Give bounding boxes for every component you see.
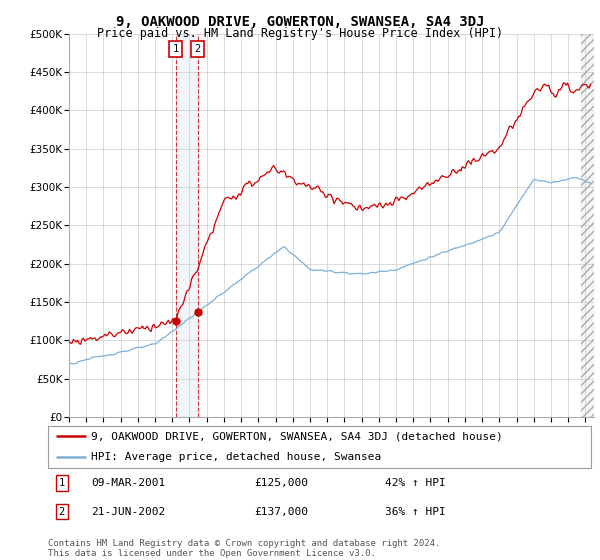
FancyBboxPatch shape [48,426,591,468]
Text: Price paid vs. HM Land Registry's House Price Index (HPI): Price paid vs. HM Land Registry's House … [97,27,503,40]
Bar [581,34,594,417]
Text: 36% ↑ HPI: 36% ↑ HPI [385,507,445,516]
Text: 2: 2 [194,44,201,54]
Text: Contains HM Land Registry data © Crown copyright and database right 2024.
This d: Contains HM Land Registry data © Crown c… [48,539,440,558]
Text: 09-MAR-2001: 09-MAR-2001 [91,478,166,488]
Text: 2: 2 [58,507,65,516]
Bar [176,34,197,417]
Text: 42% ↑ HPI: 42% ↑ HPI [385,478,445,488]
Text: 1: 1 [172,44,179,54]
Text: 9, OAKWOOD DRIVE, GOWERTON, SWANSEA, SA4 3DJ: 9, OAKWOOD DRIVE, GOWERTON, SWANSEA, SA4… [116,15,484,29]
Text: HPI: Average price, detached house, Swansea: HPI: Average price, detached house, Swan… [91,452,382,462]
Text: 9, OAKWOOD DRIVE, GOWERTON, SWANSEA, SA4 3DJ (detached house): 9, OAKWOOD DRIVE, GOWERTON, SWANSEA, SA4… [91,431,503,441]
Text: 21-JUN-2002: 21-JUN-2002 [91,507,166,516]
Text: £125,000: £125,000 [254,478,308,488]
Text: 1: 1 [58,478,65,488]
Text: £137,000: £137,000 [254,507,308,516]
Bar [581,34,594,417]
